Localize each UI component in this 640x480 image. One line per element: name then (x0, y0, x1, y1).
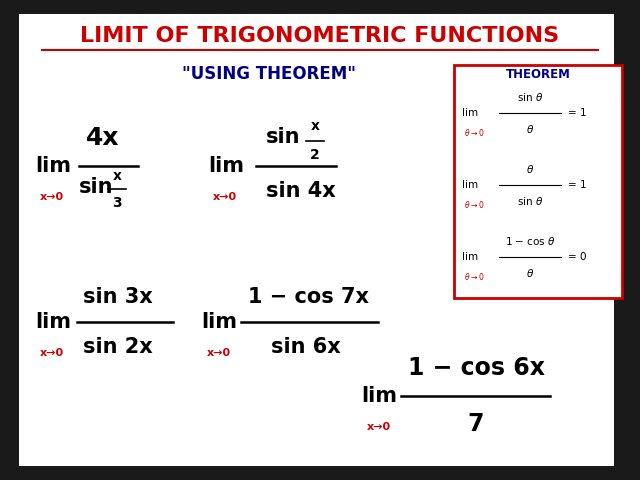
Text: $\theta$$\to$0: $\theta$$\to$0 (464, 128, 484, 138)
Text: lim: lim (462, 252, 478, 262)
Text: $\theta$: $\theta$ (526, 267, 534, 278)
Text: sin $\theta$: sin $\theta$ (517, 195, 543, 207)
Text: 1 $-$ cos $\theta$: 1 $-$ cos $\theta$ (505, 235, 556, 247)
Text: "USING THEOREM": "USING THEOREM" (182, 65, 356, 84)
Text: sin: sin (79, 177, 113, 197)
Text: x: x (113, 169, 122, 183)
Text: $\theta$: $\theta$ (526, 122, 534, 134)
Text: lim: lim (462, 180, 478, 190)
Text: 3: 3 (112, 196, 122, 210)
Text: lim: lim (462, 108, 478, 118)
Text: 1 − cos 7x: 1 − cos 7x (248, 287, 369, 307)
Text: x→0: x→0 (40, 192, 65, 202)
Text: sin 6x: sin 6x (271, 336, 340, 357)
Text: sin 3x: sin 3x (83, 287, 153, 307)
Text: THEOREM: THEOREM (506, 68, 571, 81)
Text: sin 2x: sin 2x (83, 336, 153, 357)
Text: $\theta$: $\theta$ (526, 163, 534, 175)
Text: = 0: = 0 (568, 252, 586, 262)
Text: = 1: = 1 (568, 108, 586, 118)
Text: x→0: x→0 (40, 348, 65, 358)
Text: LIMIT OF TRIGONOMETRIC FUNCTIONS: LIMIT OF TRIGONOMETRIC FUNCTIONS (81, 26, 559, 46)
Text: sin 4x: sin 4x (266, 180, 335, 201)
Text: $\theta$$\to$0: $\theta$$\to$0 (464, 200, 484, 210)
Text: x→0: x→0 (213, 192, 237, 202)
Text: x→0: x→0 (207, 348, 231, 358)
Text: x→0: x→0 (367, 422, 391, 432)
Text: 4x: 4x (86, 126, 119, 150)
Text: = 1: = 1 (568, 180, 586, 190)
Text: lim: lim (208, 156, 244, 176)
Text: 2: 2 (310, 148, 320, 162)
Text: lim: lim (202, 312, 237, 332)
Text: lim: lim (362, 386, 397, 406)
Text: lim: lim (35, 312, 71, 332)
Text: $\theta$$\to$0: $\theta$$\to$0 (464, 272, 484, 282)
Text: lim: lim (35, 156, 71, 176)
FancyBboxPatch shape (19, 14, 614, 466)
FancyBboxPatch shape (454, 65, 622, 298)
Text: 1 − cos 6x: 1 − cos 6x (408, 356, 545, 380)
Text: x: x (310, 119, 319, 133)
Text: 7: 7 (468, 412, 484, 436)
Text: sin $\theta$: sin $\theta$ (517, 91, 543, 103)
Text: sin: sin (266, 127, 300, 147)
